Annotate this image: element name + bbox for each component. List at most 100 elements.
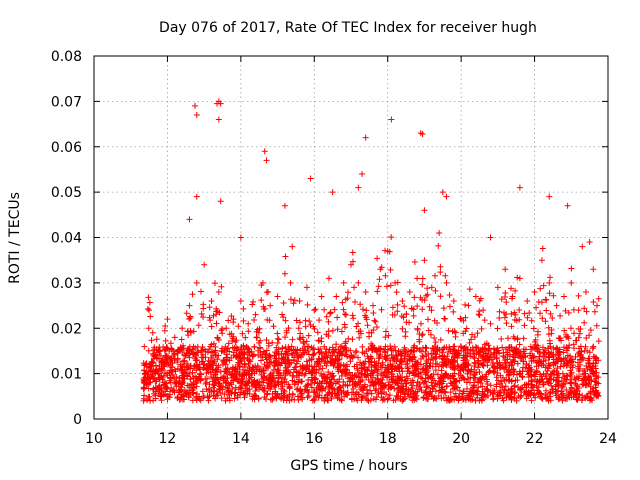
data-point	[287, 279, 294, 286]
data-point	[307, 175, 314, 182]
data-point	[172, 368, 179, 375]
data-point	[324, 397, 331, 404]
data-point	[225, 387, 232, 394]
data-point	[394, 308, 401, 315]
data-point	[479, 361, 486, 368]
data-point	[303, 284, 310, 291]
data-point	[333, 341, 340, 348]
data-point	[334, 314, 341, 321]
data-point	[223, 325, 230, 332]
data-point	[146, 299, 153, 306]
data-point	[215, 352, 222, 359]
data-point	[382, 328, 389, 335]
data-point	[390, 347, 397, 354]
data-point	[557, 363, 564, 370]
data-point	[414, 359, 421, 366]
data-point	[211, 349, 218, 356]
data-point	[494, 391, 501, 398]
data-point	[480, 307, 487, 314]
data-point	[355, 279, 362, 286]
data-point	[264, 377, 271, 384]
data-point	[379, 364, 386, 371]
data-point	[307, 380, 314, 387]
data-point	[560, 356, 567, 363]
data-point	[275, 381, 282, 388]
data-point	[576, 345, 583, 352]
data-point	[508, 310, 515, 317]
x-axis-label: GPS time / hours	[290, 458, 407, 474]
data-point	[253, 368, 260, 375]
data-point	[417, 361, 424, 368]
data-point	[159, 366, 166, 373]
data-point	[592, 355, 599, 362]
data-point	[591, 378, 598, 385]
data-point	[514, 274, 521, 281]
data-point	[230, 374, 237, 381]
data-point	[442, 370, 449, 377]
data-point	[431, 317, 438, 324]
data-point	[357, 301, 364, 308]
data-point	[404, 351, 411, 358]
data-point	[550, 292, 557, 299]
data-point	[536, 377, 543, 384]
data-point	[586, 360, 593, 367]
data-point	[511, 316, 518, 323]
data-point	[465, 302, 472, 309]
data-point	[480, 363, 487, 370]
data-point	[457, 315, 464, 322]
data-point	[193, 279, 200, 286]
data-point	[330, 349, 337, 356]
data-point	[189, 369, 196, 376]
data-point	[389, 362, 396, 369]
data-point	[329, 390, 336, 397]
data-point	[560, 293, 567, 300]
data-point	[586, 355, 593, 362]
data-point	[329, 189, 336, 196]
data-point	[281, 202, 288, 209]
data-point	[208, 349, 215, 356]
data-point	[305, 332, 312, 339]
data-point	[193, 193, 200, 200]
data-point	[550, 361, 557, 368]
data-point	[217, 384, 224, 391]
data-point	[484, 362, 491, 369]
data-point	[323, 313, 330, 320]
data-point	[502, 361, 509, 368]
data-point	[381, 369, 388, 376]
data-point	[475, 311, 482, 318]
data-point	[186, 343, 193, 350]
data-point	[208, 323, 215, 330]
data-point	[343, 311, 350, 318]
data-point	[281, 379, 288, 386]
data-point	[454, 362, 461, 369]
data-point	[536, 371, 543, 378]
data-point	[424, 396, 431, 403]
data-point	[472, 344, 479, 350]
data-point	[532, 357, 539, 364]
data-point	[415, 366, 422, 373]
data-point	[311, 307, 318, 314]
data-point	[486, 356, 493, 363]
data-point	[220, 374, 227, 381]
data-point	[234, 394, 241, 401]
data-point	[402, 390, 409, 397]
data-point	[353, 348, 360, 355]
data-point	[473, 369, 480, 376]
data-point	[503, 299, 510, 306]
data-point	[445, 348, 452, 355]
data-point	[255, 347, 262, 354]
data-point	[264, 364, 271, 371]
data-point	[307, 322, 314, 329]
data-point	[256, 325, 263, 332]
data-point	[359, 343, 366, 350]
data-point	[534, 348, 541, 355]
data-point	[426, 303, 433, 310]
data-point	[454, 351, 461, 358]
data-point	[593, 302, 600, 309]
data-point	[508, 285, 515, 292]
data-point	[546, 337, 553, 344]
data-point	[294, 393, 301, 400]
data-point	[538, 362, 545, 369]
data-point	[347, 358, 354, 365]
data-point	[296, 335, 303, 342]
